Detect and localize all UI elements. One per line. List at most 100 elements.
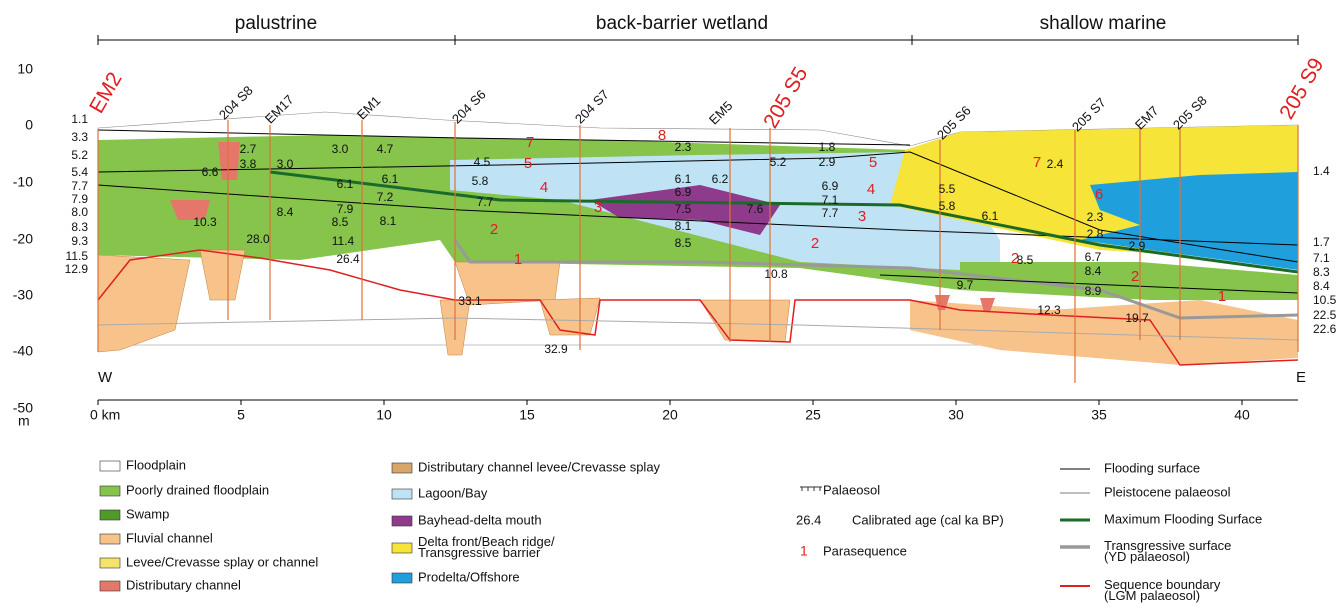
age-label: 5.4 [71, 165, 88, 179]
age-label: 1.7 [1313, 235, 1330, 249]
legend-swatch [100, 461, 120, 471]
x-tick-label: 30 [948, 407, 964, 423]
age-label: 1.4 [1313, 164, 1330, 178]
x-tick-label: 25 [805, 407, 821, 423]
age-label: 2.9 [1129, 239, 1146, 253]
age-label: 3.3 [71, 130, 88, 144]
legend-label: Maximum Flooding Surface [1104, 511, 1262, 526]
age-label: 8.5 [675, 236, 692, 250]
age-label: 22.5 [1313, 308, 1337, 322]
age-label: 8.4 [1085, 264, 1102, 278]
parasequence-label: 1 [514, 251, 522, 268]
parasequence-label: 3 [594, 199, 602, 216]
parasequence-label: 2 [1131, 268, 1139, 285]
parasequence-label: 6 [1095, 186, 1103, 203]
age-label: 8.1 [675, 219, 692, 233]
age-label: 11.4 [332, 234, 355, 248]
legend-swatch [100, 510, 120, 520]
age-label: 6.1 [337, 177, 354, 191]
age-label: 7.2 [377, 190, 394, 204]
age-label: 12.3 [1037, 303, 1061, 317]
legend-swatch [100, 581, 120, 591]
zone-label: shallow marine [1040, 13, 1167, 34]
age-label: 12.9 [65, 262, 89, 276]
section-layers [98, 112, 1298, 365]
well-label: EM5 [706, 98, 736, 128]
x-tick-label: 15 [519, 407, 535, 423]
age-label: 2.9 [819, 155, 836, 169]
legend-label: Floodplain [126, 457, 186, 472]
parasequence-label: 2 [811, 235, 819, 252]
legend-swatch [392, 543, 412, 553]
age-label: 2.4 [1047, 157, 1064, 171]
age-label: 8.3 [71, 220, 88, 234]
y-tick-label: -30 [13, 287, 33, 303]
legend-swatch [100, 558, 120, 568]
age-label: 5.2 [770, 155, 787, 169]
age-label: 9.3 [71, 234, 88, 248]
age-label: 3.0 [332, 142, 349, 156]
age-label: 7.6 [747, 202, 764, 216]
age-label: 5.8 [939, 199, 956, 213]
legend-swatch [392, 573, 412, 583]
age-label: 6.9 [675, 185, 692, 199]
well-label: 205 S5 [759, 63, 812, 132]
age-label: 22.6 [1313, 322, 1337, 336]
zone-label: back-barrier wetland [596, 13, 768, 34]
age-label: 1.8 [819, 140, 836, 154]
age-label: 4.7 [377, 142, 394, 156]
age-label: 7.5 [675, 202, 692, 216]
age-label: 5.8 [472, 174, 489, 188]
age-label: 5.5 [939, 182, 956, 196]
well-label: 205 S8 [1170, 93, 1210, 133]
parasequence-label: 2 [1011, 250, 1019, 267]
age-label: 6.7 [1085, 250, 1102, 264]
parasequence-label: 2 [490, 221, 498, 238]
well-label: 204 S7 [572, 87, 612, 127]
legend-swatch [100, 534, 120, 544]
cross-section-figure: palustrineback-barrier wetlandshallow ma… [0, 0, 1341, 604]
age-label: 2.3 [675, 140, 692, 154]
age-label: 10.5 [1313, 293, 1337, 307]
age-label: 28.0 [246, 232, 270, 246]
parasequence-label: 1 [1218, 288, 1226, 305]
age-label: 6.2 [712, 172, 729, 186]
legend-label: Distributary channel [126, 577, 241, 592]
well-label: EM2 [85, 68, 127, 117]
age-label: 19.7 [1125, 311, 1149, 325]
parasequence-label: 7 [526, 134, 534, 151]
age-label: 7.7 [822, 206, 839, 220]
age-label: 7.1 [1313, 251, 1330, 265]
well-label: 205 S9 [1275, 54, 1328, 123]
age-label: 6.1 [982, 209, 999, 223]
legend-swatch [392, 516, 412, 526]
age-label: 5.2 [71, 148, 88, 162]
age-label: 26.4 [336, 252, 360, 266]
legend-label: (LGM palaeosol) [1104, 588, 1200, 603]
y-tick-label: -10 [13, 174, 33, 190]
y-unit: m [18, 413, 30, 429]
direction-label: W [98, 369, 113, 386]
age-label: 7.7 [477, 195, 494, 209]
age-label: 32.9 [544, 342, 568, 356]
legend-label: Poorly drained floodplain [126, 482, 269, 497]
legend-label: Levee/Crevasse splay or channel [126, 554, 318, 569]
x-tick-label: 40 [1234, 407, 1250, 423]
age-label: 11.5 [66, 249, 89, 263]
age-label: 9.7 [957, 278, 974, 292]
age-label: 2.8 [1087, 227, 1104, 241]
x-tick-label: 5 [237, 407, 245, 423]
parasequence-label: 5 [869, 154, 877, 171]
legend-label: Lagoon/Bay [418, 485, 488, 500]
y-tick-label: -40 [13, 343, 33, 359]
age-label: 6.1 [382, 172, 399, 186]
legend-label: Prodelta/Offshore [418, 569, 520, 584]
legend-swatch [100, 486, 120, 496]
age-label: 2.7 [240, 142, 257, 156]
age-label: 33.1 [458, 294, 482, 308]
parasequence-label: 7 [1033, 154, 1041, 171]
legend-label: (YD palaeosol) [1104, 549, 1190, 564]
legend-label: Bayhead-delta mouth [418, 512, 542, 527]
age-label: 4.5 [474, 155, 491, 169]
age-label: 3.8 [240, 157, 257, 171]
